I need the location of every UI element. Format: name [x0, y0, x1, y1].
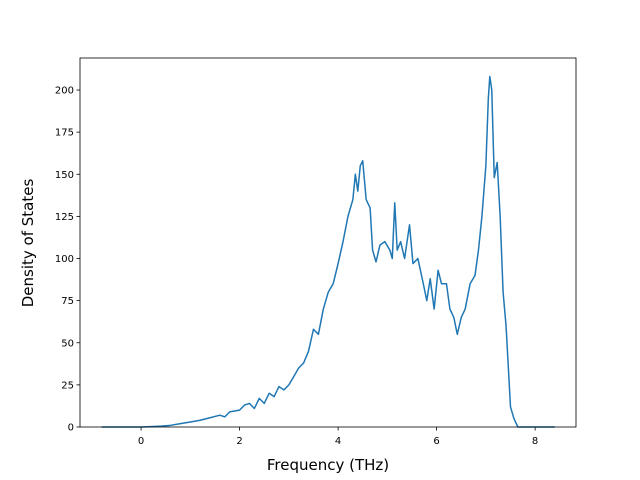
- y-axis-label: Density of States: [19, 179, 37, 308]
- x-axis-label: Frequency (THz): [267, 456, 389, 474]
- y-tick-label: 25: [61, 380, 74, 391]
- x-tick-label: 6: [433, 436, 439, 447]
- y-tick-label: 150: [55, 170, 74, 181]
- y-tick-label: 75: [61, 296, 74, 307]
- line-series: [101, 75, 555, 428]
- y-tick-label: 50: [61, 338, 74, 349]
- y-tick-label: 200: [55, 86, 74, 97]
- x-tick-label: 8: [532, 436, 538, 447]
- y-tick-label: 175: [55, 128, 74, 139]
- plot-frame: [79, 57, 577, 428]
- y-tick-label: 0: [68, 423, 74, 434]
- y-tick-label: 125: [55, 212, 74, 223]
- y-tick-label: 100: [55, 254, 74, 265]
- x-tick-label: 2: [236, 436, 242, 447]
- x-tick-label: 4: [335, 436, 341, 447]
- x-tick-label: 0: [138, 436, 144, 447]
